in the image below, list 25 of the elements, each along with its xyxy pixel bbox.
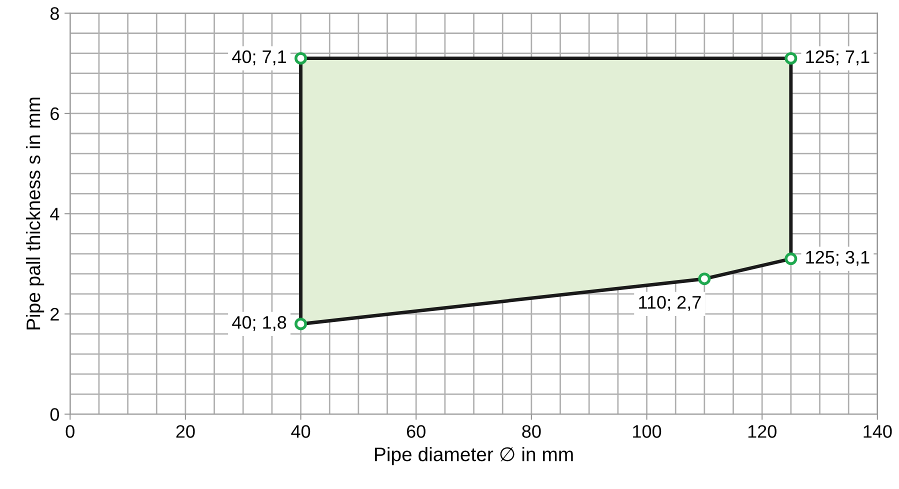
y-tick-label: 8	[50, 7, 59, 20]
y-tick-label: 4	[50, 208, 60, 220]
data-label: 125; 3,1	[806, 250, 870, 266]
point	[784, 252, 798, 266]
x-tick-label: 100	[633, 425, 662, 438]
data-label: 125; 7,1	[806, 50, 870, 66]
data-label: 40; 7,1	[232, 50, 286, 66]
x-tick-label: 80	[522, 425, 541, 438]
point	[784, 52, 798, 65]
x-axis-title: Pipe diameter ∅ in mm	[375, 446, 573, 466]
point	[294, 318, 308, 330]
x-tick-label: 0	[66, 425, 74, 438]
y-axis-title: Pipe pall thickness s in mm	[26, 98, 44, 330]
x-tick-label: 120	[748, 425, 776, 438]
y-tick-label: 6	[50, 107, 59, 120]
data-label: 40; 1,8	[232, 316, 286, 331]
x-tick-label: 60	[406, 425, 426, 438]
x-tick-label: 20	[176, 425, 195, 438]
point	[294, 52, 308, 65]
x-tick-label: 40	[291, 425, 310, 438]
point	[698, 272, 711, 286]
x-tick-label: 140	[864, 425, 892, 438]
y-tick-label: 0	[50, 408, 59, 421]
y-tick-label: 2	[50, 308, 59, 320]
data-label: 110; 2,7	[639, 296, 701, 311]
